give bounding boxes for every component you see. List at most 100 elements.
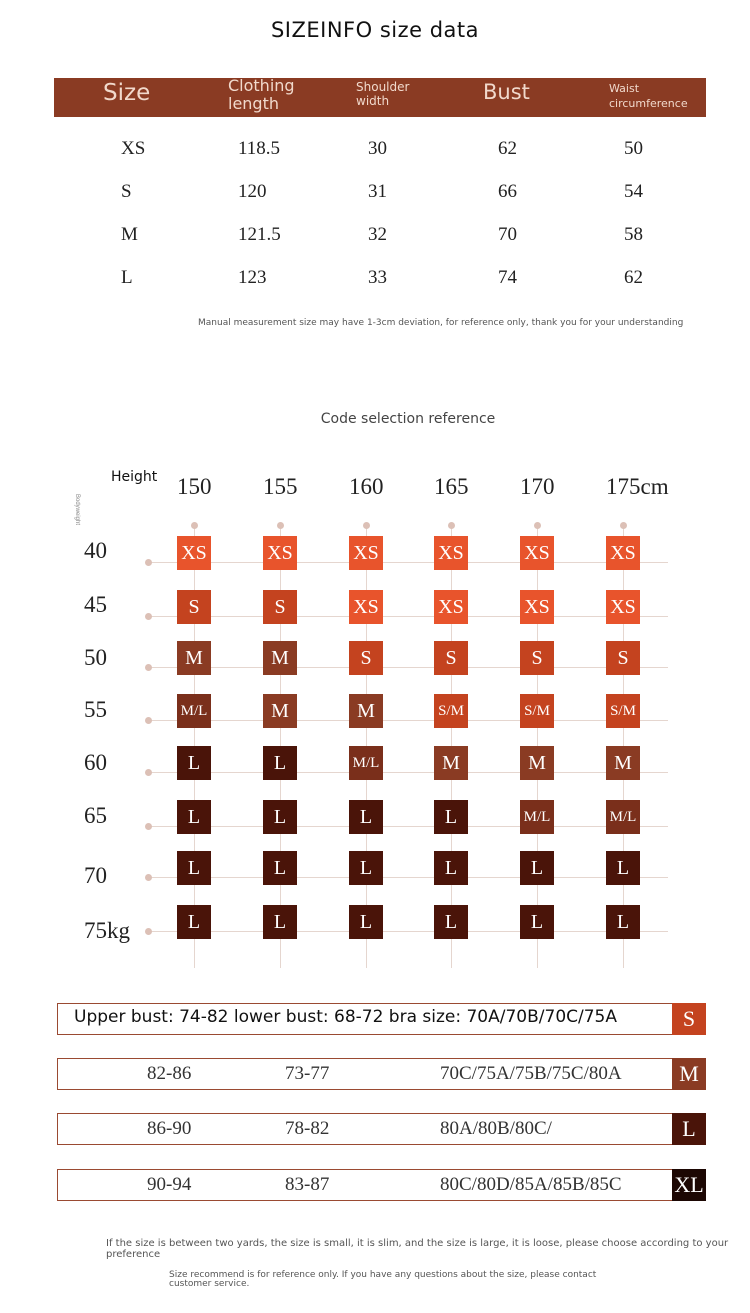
weight-marker-dot: [145, 769, 152, 776]
size-table-cell: 54: [624, 181, 643, 202]
size-recommendation-cell: XS: [349, 590, 383, 624]
bra-size-row: 90-94 83-87 80C/80D/85A/85B/85C XL: [57, 1169, 706, 1201]
bra-size-row: Upper bust: 74-82 lower bust: 68-72 bra …: [57, 1003, 706, 1035]
bra-row-size-tag: XL: [672, 1169, 706, 1201]
bra-size-row: 82-86 73-77 70C/75A/75B/75C/80A M: [57, 1058, 706, 1090]
size-recommendation-cell: M: [349, 694, 383, 728]
height-marker-dot: [277, 522, 284, 529]
size-recommendation-cell: L: [606, 905, 640, 939]
size-recommendation-cell: M: [434, 746, 468, 780]
size-recommendation-cell: L: [177, 905, 211, 939]
size-recommendation-cell: L: [520, 851, 554, 885]
height-label: Height: [111, 469, 158, 485]
size-recommendation-cell: S: [349, 641, 383, 675]
size-recommendation-cell: L: [349, 905, 383, 939]
size-recommendation-cell: XS: [177, 536, 211, 570]
header-clothing-length: Clothing length: [228, 76, 295, 114]
bra-row-lower: 78-82: [285, 1118, 330, 1139]
grid-horizontal-line: [148, 931, 668, 932]
size-recommendation-cell: XS: [434, 536, 468, 570]
size-recommendation-cell: XS: [520, 590, 554, 624]
size-recommendation-cell: L: [434, 851, 468, 885]
size-recommendation-cell: XS: [520, 536, 554, 570]
size-table-cell: 32: [368, 224, 387, 245]
weight-marker-dot: [145, 874, 152, 881]
size-table-cell: 30: [368, 138, 387, 159]
bra-row-upper: 86-90: [147, 1118, 192, 1139]
size-table-size-cell: S: [121, 181, 132, 202]
size-recommendation-cell: L: [177, 746, 211, 780]
bra-row-bra: 70C/75A/75B/75C/80A: [440, 1063, 622, 1084]
size-recommendation-cell: M: [177, 641, 211, 675]
size-recommendation-cell: S: [177, 590, 211, 624]
size-table-cell: 50: [624, 138, 643, 159]
grid-horizontal-line: [148, 877, 668, 878]
bra-row-size-tag: L: [672, 1113, 706, 1145]
bra-row-size-tag: M: [672, 1058, 706, 1090]
size-table-cell: 66: [498, 181, 517, 202]
size-recommendation-cell: L: [434, 800, 468, 834]
grid-horizontal-line: [148, 772, 668, 773]
height-label: 150: [177, 474, 212, 499]
size-table-cell: 74: [498, 267, 517, 288]
bra-row-lower: 83-87: [285, 1174, 330, 1195]
weight-marker-dot: [145, 717, 152, 724]
bra-row-upper: 90-94: [147, 1174, 192, 1195]
grid-horizontal-line: [148, 720, 668, 721]
height-marker-dot: [363, 522, 370, 529]
weight-marker-dot: [145, 613, 152, 620]
size-recommendation-cell: M/L: [520, 800, 554, 834]
size-recommendation-cell: L: [520, 905, 554, 939]
height-label: 155: [263, 474, 298, 499]
size-recommendation-cell: L: [263, 851, 297, 885]
weight-label: 60: [84, 750, 107, 775]
grid-horizontal-line: [148, 616, 668, 617]
footer-note-2: Size recommend is for reference only. If…: [169, 1270, 597, 1290]
size-table-size-cell: L: [121, 267, 133, 288]
measurement-note: Manual measurement size may have 1-3cm d…: [198, 318, 684, 328]
size-recommendation-cell: XS: [606, 590, 640, 624]
size-recommendation-cell: L: [263, 746, 297, 780]
header-bust: Bust: [483, 80, 530, 104]
bra-row-lower: 73-77: [285, 1063, 330, 1084]
size-recommendation-cell: M/L: [177, 694, 211, 728]
size-recommendation-cell: M/L: [349, 746, 383, 780]
size-table-cell: 70: [498, 224, 517, 245]
size-recommendation-cell: L: [349, 800, 383, 834]
size-recommendation-cell: L: [177, 851, 211, 885]
grid-horizontal-line: [148, 562, 668, 563]
footer-note-1: If the size is between two yards, the si…: [106, 1238, 729, 1260]
size-recommendation-cell: S/M: [520, 694, 554, 728]
header-shoulder-width: Shoulder width: [356, 80, 410, 108]
header-size: Size: [103, 80, 151, 106]
size-recommendation-cell: S/M: [434, 694, 468, 728]
bra-row-size-tag: S: [672, 1003, 706, 1035]
height-label: 165: [434, 474, 469, 499]
size-recommendation-cell: L: [606, 851, 640, 885]
size-table-cell: 62: [498, 138, 517, 159]
size-table-cell: 118.5: [238, 138, 281, 159]
height-label: 170: [520, 474, 555, 499]
size-recommendation-cell: M/L: [606, 800, 640, 834]
size-recommendation-cell: L: [349, 851, 383, 885]
size-recommendation-cell: S/M: [606, 694, 640, 728]
size-table-cell: 120: [238, 181, 267, 202]
size-recommendation-cell: S: [606, 641, 640, 675]
weight-marker-dot: [145, 664, 152, 671]
bra-size-row: 86-90 78-82 80A/80B/80C/L: [57, 1113, 706, 1145]
size-recommendation-cell: L: [177, 800, 211, 834]
page-title: SIZEINFO size data: [270, 18, 480, 42]
size-recommendation-cell: M: [606, 746, 640, 780]
size-table-cell: 58: [624, 224, 643, 245]
code-selection-title: Code selection reference: [320, 411, 496, 427]
height-label: 160: [349, 474, 384, 499]
bra-row-bra: 80A/80B/80C/: [440, 1118, 552, 1139]
header-waist: Waist circumference: [609, 82, 688, 111]
height-marker-dot: [534, 522, 541, 529]
weight-label: 55: [84, 697, 107, 722]
size-table-cell: 31: [368, 181, 387, 202]
weight-label: Bodyweight: [74, 494, 80, 526]
size-recommendation-cell: S: [434, 641, 468, 675]
size-table-header: Size Clothing length Shoulder width Bust…: [54, 76, 706, 117]
size-table-cell: 121.5: [238, 224, 281, 245]
